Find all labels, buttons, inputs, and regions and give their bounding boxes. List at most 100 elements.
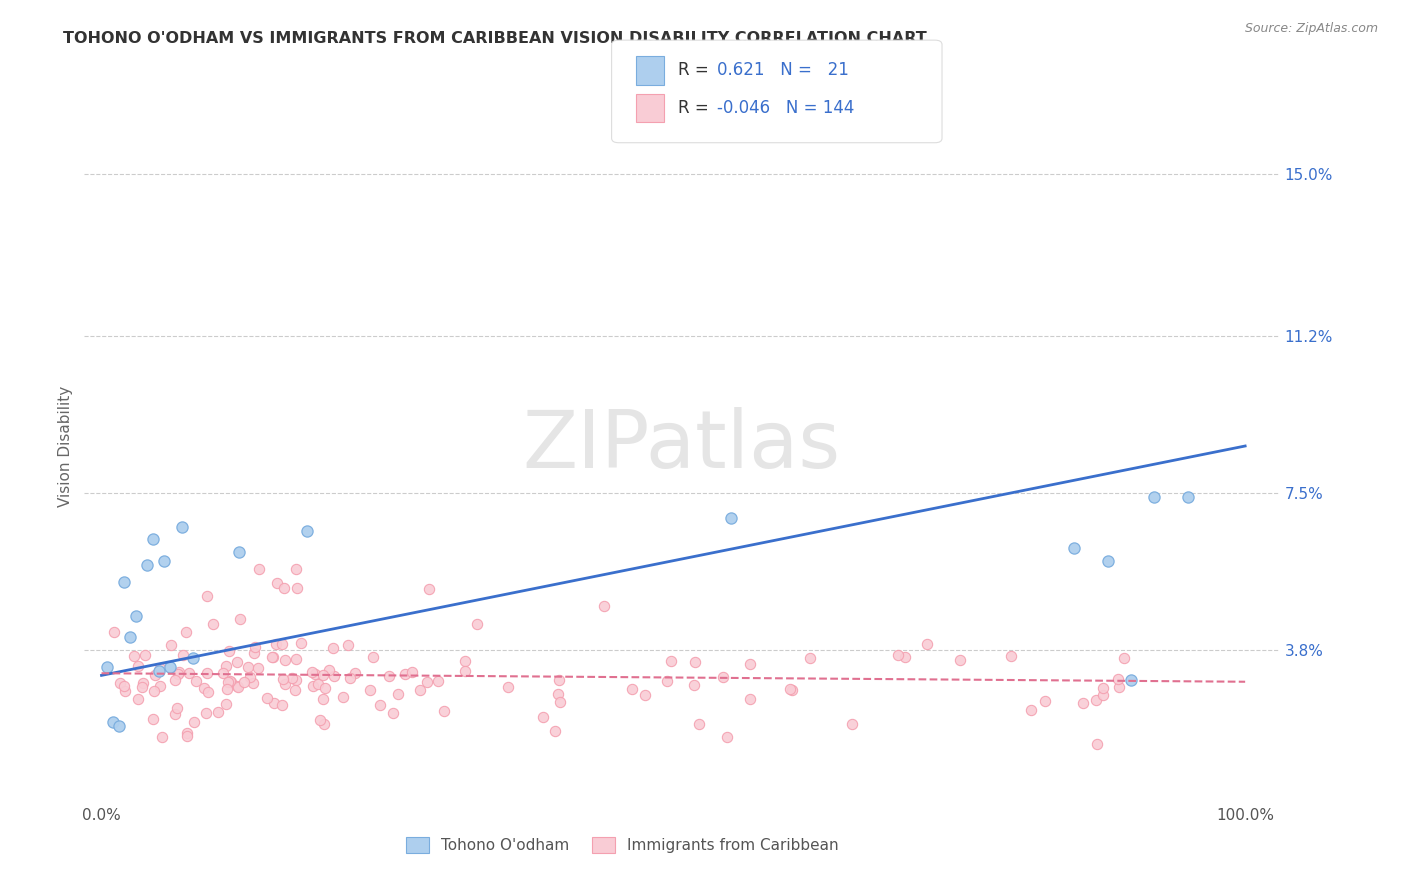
Point: [738, 657, 761, 672]
Text: R =: R =: [678, 99, 714, 117]
Point: [1119, 673, 1142, 687]
Point: [273, 581, 295, 595]
Point: [207, 705, 229, 719]
Point: [215, 659, 238, 673]
Point: [779, 682, 801, 697]
Point: [143, 668, 166, 682]
Point: [219, 674, 242, 689]
Point: [416, 674, 439, 689]
Point: [183, 714, 205, 729]
Point: [177, 665, 200, 680]
Point: [887, 648, 910, 662]
Legend: Tohono O'odham, Immigrants from Caribbean: Tohono O'odham, Immigrants from Caribbea…: [399, 831, 845, 859]
Point: [1085, 737, 1108, 751]
Text: Source: ZipAtlas.com: Source: ZipAtlas.com: [1244, 22, 1378, 36]
Point: [1063, 541, 1085, 555]
Point: [547, 673, 569, 687]
Point: [193, 681, 215, 695]
Point: [131, 680, 153, 694]
Point: [314, 681, 336, 695]
Point: [1108, 680, 1130, 694]
Point: [245, 640, 267, 654]
Point: [131, 676, 153, 690]
Point: [841, 717, 863, 731]
Point: [544, 723, 567, 738]
Point: [134, 648, 156, 662]
Point: [225, 655, 247, 669]
Point: [120, 630, 142, 644]
Text: TOHONO O'ODHAM VS IMMIGRANTS FROM CARIBBEAN VISION DISABILITY CORRELATION CHART: TOHONO O'ODHAM VS IMMIGRANTS FROM CARIBB…: [63, 31, 927, 46]
Point: [285, 673, 308, 687]
Point: [683, 678, 706, 692]
Point: [163, 706, 186, 721]
Point: [274, 653, 297, 667]
Point: [312, 692, 335, 706]
Point: [323, 668, 346, 682]
Point: [711, 670, 734, 684]
Point: [212, 666, 235, 681]
Point: [716, 730, 738, 744]
Point: [799, 651, 821, 665]
Point: [1091, 681, 1114, 695]
Point: [915, 637, 938, 651]
Point: [127, 691, 149, 706]
Point: [153, 554, 176, 568]
Point: [1143, 490, 1166, 504]
Point: [169, 665, 191, 679]
Point: [96, 660, 118, 674]
Point: [281, 671, 304, 685]
Point: [247, 660, 270, 674]
Point: [948, 653, 970, 667]
Point: [195, 665, 218, 680]
Point: [170, 519, 193, 533]
Y-axis label: Vision Disability: Vision Disability: [58, 385, 73, 507]
Point: [894, 650, 917, 665]
Point: [634, 688, 657, 702]
Point: [108, 675, 131, 690]
Point: [655, 673, 678, 688]
Point: [1019, 703, 1042, 717]
Point: [215, 698, 238, 712]
Point: [148, 664, 170, 678]
Point: [239, 670, 262, 684]
Point: [284, 683, 307, 698]
Point: [215, 681, 238, 696]
Point: [149, 661, 172, 675]
Point: [1000, 648, 1022, 663]
Point: [226, 680, 249, 694]
Point: [309, 713, 332, 727]
Point: [176, 726, 198, 740]
Point: [454, 664, 477, 678]
Point: [242, 646, 264, 660]
Point: [683, 655, 706, 669]
Point: [496, 680, 519, 694]
Point: [378, 669, 401, 683]
Point: [264, 637, 287, 651]
Point: [197, 685, 219, 699]
Point: [122, 648, 145, 663]
Point: [184, 673, 207, 688]
Point: [780, 683, 803, 698]
Point: [160, 638, 183, 652]
Point: [740, 692, 762, 706]
Point: [114, 680, 136, 694]
Point: [302, 679, 325, 693]
Point: [159, 660, 181, 674]
Point: [1107, 672, 1129, 686]
Point: [103, 624, 125, 639]
Point: [297, 524, 319, 538]
Point: [368, 698, 391, 713]
Point: [1033, 694, 1056, 708]
Point: [401, 665, 423, 680]
Point: [236, 660, 259, 674]
Point: [195, 589, 218, 603]
Text: R =: R =: [678, 62, 714, 79]
Point: [659, 654, 682, 668]
Point: [181, 651, 204, 665]
Point: [332, 690, 354, 704]
Text: -0.046   N = 144: -0.046 N = 144: [717, 99, 855, 117]
Point: [142, 712, 165, 726]
Text: ZIPatlas: ZIPatlas: [523, 407, 841, 485]
Point: [219, 675, 242, 690]
Point: [271, 698, 294, 713]
